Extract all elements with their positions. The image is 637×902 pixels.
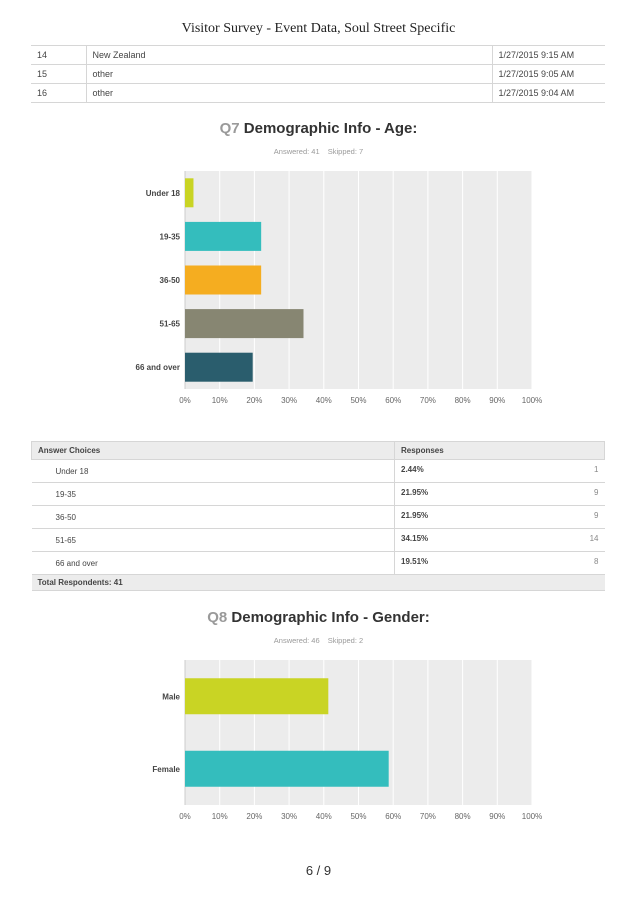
bar bbox=[185, 678, 329, 715]
table-row: 19-35 21.95% 9 bbox=[31, 482, 605, 506]
x-tick-label: 30% bbox=[281, 396, 297, 405]
q7-answered: Answered: 41 bbox=[273, 147, 320, 156]
header-answer-choices: Answer Choices bbox=[31, 441, 395, 460]
x-tick-label: 20% bbox=[246, 812, 262, 821]
category-label: Under 18 bbox=[146, 189, 181, 198]
q8-question: Demographic Info - Gender: bbox=[231, 609, 430, 626]
category-label: 51-65 bbox=[160, 320, 181, 329]
x-tick-label: 60% bbox=[385, 396, 401, 405]
row-date: 1/27/2015 9:15 AM bbox=[491, 45, 605, 65]
x-tick-label: 0% bbox=[179, 812, 191, 821]
x-tick-label: 100% bbox=[522, 812, 542, 821]
q8-answered: Answered: 46 bbox=[273, 636, 320, 645]
x-tick-label: 70% bbox=[420, 812, 436, 821]
table-row: 15 other 1/27/2015 9:05 AM bbox=[31, 64, 605, 84]
row-number: 15 bbox=[31, 64, 86, 84]
x-tick-label: 50% bbox=[350, 396, 366, 405]
q8-meta: Answered: 46 Skipped: 2 bbox=[0, 636, 637, 645]
bar bbox=[185, 221, 262, 251]
choice-label: 51-65 bbox=[31, 528, 395, 552]
q7-responses-table: Answer Choices Responses Under 18 2.44% 1… bbox=[31, 441, 605, 591]
q7-skipped: Skipped: 7 bbox=[327, 147, 364, 156]
x-tick-label: 40% bbox=[316, 812, 332, 821]
response-percent: 21.95% bbox=[401, 511, 429, 520]
q7-number: Q7 bbox=[219, 120, 240, 137]
x-tick-label: 40% bbox=[316, 396, 332, 405]
header-responses: Responses bbox=[394, 441, 605, 460]
response-count: 8 bbox=[594, 557, 599, 566]
table-row: 51-65 34.15% 14 bbox=[31, 528, 605, 552]
category-label: 36-50 bbox=[160, 276, 181, 285]
row-response: other bbox=[85, 64, 492, 84]
row-number: 14 bbox=[31, 45, 86, 65]
response-cell: 21.95% 9 bbox=[394, 482, 605, 506]
category-label: Female bbox=[152, 765, 180, 774]
bar bbox=[185, 265, 262, 295]
q8-title: Q8 Demographic Info - Gender: bbox=[0, 609, 637, 626]
response-percent: 2.44% bbox=[401, 465, 424, 474]
row-response: other bbox=[85, 83, 492, 103]
total-respondents: Total Respondents: 41 bbox=[31, 574, 395, 591]
total-row: Total Respondents: 41 bbox=[31, 574, 605, 591]
x-tick-label: 20% bbox=[246, 396, 262, 405]
response-cell: 2.44% 1 bbox=[394, 459, 605, 483]
x-tick-label: 100% bbox=[522, 396, 542, 405]
document-title: Visitor Survey - Event Data, Soul Street… bbox=[181, 21, 456, 36]
x-tick-label: 10% bbox=[212, 396, 228, 405]
table-row: 16 other 1/27/2015 9:04 AM bbox=[31, 83, 605, 103]
q7-age-chart: 0% 10% 20% 30% 40% 50% 60% 70% 80% 90% 100% Under 1… bbox=[136, 171, 542, 405]
response-cell: 21.95% 9 bbox=[394, 505, 605, 529]
choice-label: 19-35 bbox=[31, 482, 395, 506]
x-tick-label: 60% bbox=[385, 812, 401, 821]
table-header-row: Answer Choices Responses bbox=[31, 441, 605, 460]
q7-question: Demographic Info - Age: bbox=[243, 120, 418, 137]
choice-label: Under 18 bbox=[31, 459, 395, 483]
bar bbox=[185, 352, 253, 382]
row-date: 1/27/2015 9:05 AM bbox=[491, 64, 605, 84]
row-date: 1/27/2015 9:04 AM bbox=[491, 83, 605, 103]
q8-gender-chart: 0% 10% 20% 30% 40% 50% 60% 70% 80% 90% 100% Male Fem… bbox=[152, 660, 542, 821]
response-count: 1 bbox=[594, 465, 599, 474]
response-percent: 21.95% bbox=[401, 488, 429, 497]
x-tick-label: 30% bbox=[281, 812, 297, 821]
row-number: 16 bbox=[31, 83, 86, 103]
table-row: 36-50 21.95% 9 bbox=[31, 505, 605, 529]
response-cell: 34.15% 14 bbox=[394, 528, 605, 552]
category-label: 66 and over bbox=[136, 363, 180, 372]
q8-skipped: Skipped: 2 bbox=[327, 636, 364, 645]
bar bbox=[185, 750, 389, 787]
choice-label: 36-50 bbox=[31, 505, 395, 529]
response-cell: 19.51% 8 bbox=[394, 551, 605, 575]
text-responses-table: 14 New Zealand 1/27/2015 9:15 AM 15 othe… bbox=[31, 45, 605, 103]
q8-number: Q8 bbox=[207, 609, 228, 626]
choice-label: 66 and over bbox=[31, 551, 395, 575]
q7-meta: Answered: 41 Skipped: 7 bbox=[0, 147, 637, 156]
response-percent: 19.51% bbox=[401, 557, 429, 566]
row-response: New Zealand bbox=[85, 45, 492, 65]
x-tick-label: 70% bbox=[420, 396, 436, 405]
x-tick-label: 0% bbox=[179, 396, 191, 405]
q7-title: Q7 Demographic Info - Age: bbox=[0, 120, 637, 137]
total-empty-cell bbox=[394, 574, 605, 591]
page-number: 6 / 9 bbox=[305, 863, 332, 878]
table-row: 14 New Zealand 1/27/2015 9:15 AM bbox=[31, 45, 605, 65]
bar bbox=[185, 178, 194, 208]
category-label: Male bbox=[162, 692, 180, 701]
x-tick-label: 90% bbox=[489, 396, 505, 405]
x-tick-label: 80% bbox=[455, 396, 471, 405]
response-count: 14 bbox=[589, 534, 599, 543]
response-count: 9 bbox=[594, 488, 599, 497]
table-row: 66 and over 19.51% 8 bbox=[31, 551, 605, 575]
table-row: Under 18 2.44% 1 bbox=[31, 459, 605, 483]
x-tick-label: 80% bbox=[455, 812, 471, 821]
category-label: 19-35 bbox=[160, 232, 181, 241]
x-tick-label: 10% bbox=[212, 812, 228, 821]
bar bbox=[185, 309, 304, 339]
x-tick-label: 90% bbox=[489, 812, 505, 821]
x-tick-label: 50% bbox=[350, 812, 366, 821]
response-count: 9 bbox=[594, 511, 599, 520]
response-percent: 34.15% bbox=[401, 534, 429, 543]
